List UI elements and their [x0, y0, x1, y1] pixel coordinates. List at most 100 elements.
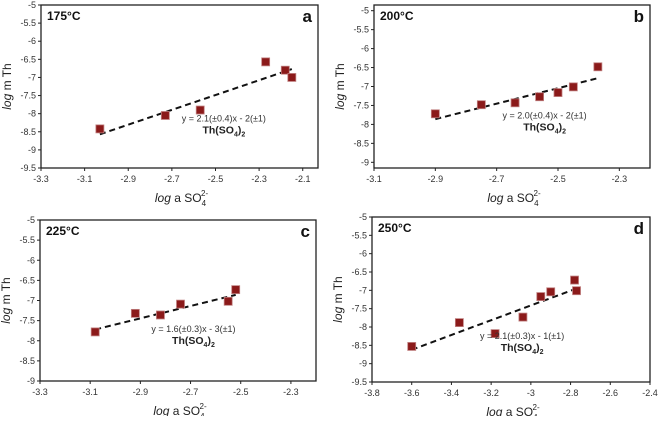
data-point	[476, 100, 486, 110]
y-tick-label: -7	[361, 82, 369, 92]
y-axis-label: log m Th	[0, 277, 13, 323]
data-point	[195, 105, 205, 115]
x-tick-label: -2.4	[642, 388, 658, 398]
x-label-text: a SO	[502, 405, 533, 416]
temperature-label: 225°C	[46, 224, 80, 238]
species-label: Th(SO4)2	[202, 125, 245, 139]
y-tick-label: -8.5	[19, 356, 35, 366]
x-axis-label: log a SO42-	[155, 189, 209, 208]
y-tick-label: -7	[28, 72, 36, 82]
fit-line	[99, 68, 293, 136]
x-tick-label: -3.3	[32, 387, 48, 397]
species-close: )	[559, 122, 563, 134]
x-label-log: log	[153, 404, 169, 416]
y-label-text: m Th	[331, 276, 345, 306]
y-label-log: log	[0, 307, 13, 323]
data-point	[261, 57, 271, 67]
data-point	[454, 318, 464, 328]
x-tick-label: -2.8	[563, 388, 579, 398]
x-tick-label: -2.1	[295, 174, 311, 184]
species-sub2: 2	[540, 349, 544, 356]
fit-equation: y = 2.1(±0.3)x - 1(±1)	[480, 331, 564, 341]
y-tick-label: -9.5	[20, 163, 36, 173]
x-label-log: log	[155, 191, 171, 205]
fit-equation: y = 2.0(±0.4)x - 2(±1)	[503, 111, 587, 121]
x-axis-label: log a SO42-	[487, 189, 541, 208]
y-axis-label: log m Th	[331, 276, 345, 322]
temperature-label: 175°C	[47, 9, 81, 23]
x-label-sub: 4	[202, 199, 207, 208]
y-label-log: log	[333, 93, 347, 109]
y-tick-label: -9	[361, 157, 369, 167]
data-point	[568, 82, 578, 92]
y-tick-label: -6	[359, 249, 367, 259]
x-tick-label: -2.9	[133, 387, 149, 397]
y-tick-label: -7.5	[19, 316, 35, 326]
data-point	[518, 312, 528, 322]
x-label-sup: 2-	[534, 189, 541, 198]
panel-letter: b	[634, 7, 644, 26]
x-label-text: a SO	[169, 404, 200, 416]
data-point	[553, 88, 563, 97]
x-tick-label: -2.5	[550, 174, 566, 184]
data-point	[430, 109, 440, 119]
data-point	[287, 73, 297, 82]
x-tick-label: -2.9	[120, 174, 136, 184]
y-tick-label: -7	[27, 296, 35, 306]
x-tick-label: -3.8	[364, 388, 380, 398]
x-tick-label: -3.1	[82, 387, 98, 397]
x-label-sub: 4	[200, 412, 205, 416]
y-tick-label: -6	[28, 36, 36, 46]
data-point	[572, 286, 581, 296]
x-label-text: a SO	[171, 191, 202, 205]
species-sub2: 2	[562, 129, 566, 136]
panel-b: -3.1 -2.9 -2.7 -2.5 -2.3 -5 -5.5 -6 -6.5 -7 -7.5 -8…	[333, 4, 651, 208]
species-text: Th(SO	[202, 125, 234, 137]
x-tick-label: -3.2	[483, 388, 499, 398]
species-label: Th(SO4)2	[172, 335, 215, 349]
y-tick-label: -5.5	[351, 230, 367, 240]
x-tick-label: -3.1	[366, 174, 382, 184]
y-tick-label: -8.5	[351, 340, 367, 350]
y-tick-label: -7.5	[20, 91, 36, 101]
y-tick-label: -5	[28, 0, 36, 10]
species-sub: 4	[234, 132, 238, 139]
x-tick-label: -2.5	[233, 387, 249, 397]
x-tick-label: -2.9	[428, 174, 444, 184]
y-tick-label: -6	[27, 255, 35, 265]
species-sub: 4	[555, 129, 559, 136]
y-tick-label: -9.5	[351, 377, 367, 387]
species-sub2: 2	[241, 132, 245, 139]
data-point	[280, 65, 290, 75]
x-tick-label: -2.7	[164, 174, 180, 184]
species-sub: 4	[532, 349, 536, 356]
x-axis-label: log a SO42-	[486, 403, 540, 416]
temperature-label: 200°C	[380, 9, 414, 23]
fit-equation: y = 1.6(±0.3)x - 3(±1)	[151, 324, 235, 334]
fit-equation: y = 2.1(±0.4)x - 2(±1)	[182, 114, 266, 124]
y-tick-label: -5	[361, 6, 369, 16]
y-axis-label: log m Th	[333, 63, 347, 109]
temperature-label: 250°C	[378, 221, 412, 235]
x-tick-label: -3.1	[77, 174, 93, 184]
y-label-text: m Th	[0, 277, 13, 307]
species-sub: 4	[204, 342, 208, 349]
y-tick-label: -8.5	[353, 138, 369, 148]
y-tick-label: -6	[361, 44, 369, 54]
y-tick-label: -7	[359, 285, 367, 295]
x-label-log: log	[486, 405, 502, 416]
y-tick-label: -5	[27, 215, 35, 225]
plot-frame	[373, 4, 651, 169]
data-point	[407, 342, 417, 351]
species-sub2: 2	[211, 342, 215, 349]
panel-c: -3.3 -3.1 -2.9 -2.7 -2.5 -2.3 -5 -5.5 -6 -6.5 -7 -7…	[0, 215, 317, 421]
x-tick-label: -2.7	[183, 387, 199, 397]
species-close: )	[207, 335, 211, 347]
species-text: Th(SO	[523, 122, 555, 134]
y-tick-label: -6.5	[353, 63, 369, 73]
y-tick-label: -8.5	[20, 127, 36, 137]
species-close: )	[238, 125, 242, 137]
x-tick-label: -2.3	[612, 174, 628, 184]
data-point	[231, 285, 241, 295]
